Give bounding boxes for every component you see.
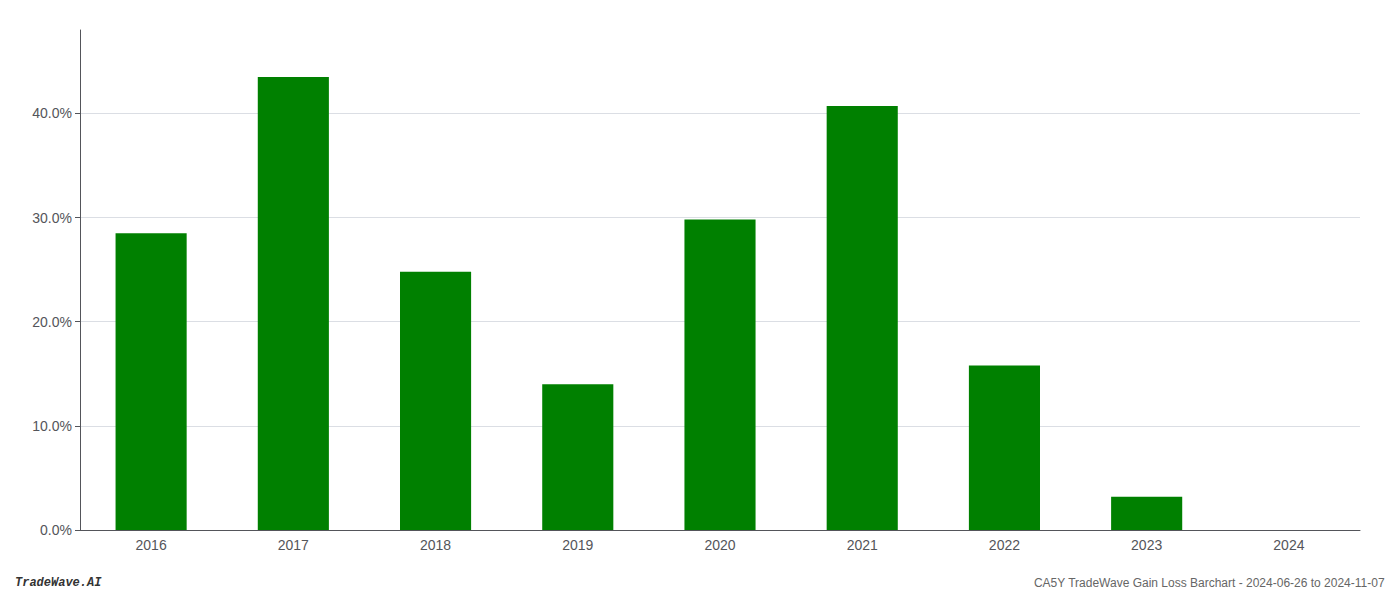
svg-text:2023: 2023 [1131, 537, 1162, 553]
svg-text:2020: 2020 [704, 537, 735, 553]
svg-text:2017: 2017 [278, 537, 309, 553]
svg-text:2024: 2024 [1273, 537, 1304, 553]
svg-text:2021: 2021 [847, 537, 878, 553]
svg-text:2018: 2018 [420, 537, 451, 553]
svg-text:10.0%: 10.0% [32, 418, 72, 434]
svg-text:TradeWave.AI: TradeWave.AI [15, 576, 102, 590]
svg-text:0.0%: 0.0% [40, 522, 72, 538]
svg-text:20.0%: 20.0% [32, 314, 72, 330]
svg-text:2022: 2022 [989, 537, 1020, 553]
svg-text:2016: 2016 [136, 537, 167, 553]
svg-text:2019: 2019 [562, 537, 593, 553]
svg-text:40.0%: 40.0% [32, 105, 72, 121]
svg-text:30.0%: 30.0% [32, 210, 72, 226]
svg-text:CA5Y TradeWave Gain Loss Barch: CA5Y TradeWave Gain Loss Barchart - 2024… [1034, 576, 1385, 590]
